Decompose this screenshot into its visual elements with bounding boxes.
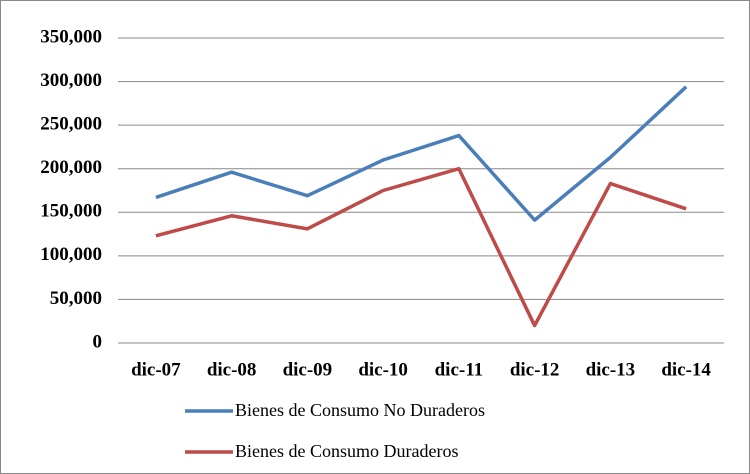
x-tick-label: dic-12: [510, 359, 560, 380]
y-tick-label: 300,000: [40, 70, 102, 91]
y-tick-label: 150,000: [40, 201, 102, 222]
legend-label: Bienes de Consumo Duraderos: [235, 441, 458, 461]
x-tick-label: dic-09: [283, 359, 333, 380]
legend-label: Bienes de Consumo No Duraderos: [235, 400, 485, 420]
y-tick-label: 0: [93, 331, 103, 352]
x-tick-label: dic-08: [207, 359, 257, 380]
y-tick-label: 200,000: [40, 157, 102, 178]
y-tick-label: 250,000: [40, 114, 102, 135]
series-line: [155, 166, 687, 328]
y-tick-label: 50,000: [50, 288, 102, 309]
x-tick-label: dic-13: [586, 359, 636, 380]
x-tick-label: dic-14: [661, 359, 711, 380]
x-tick-label: dic-07: [131, 359, 181, 380]
y-tick-label: 350,000: [40, 26, 102, 47]
series-line: [155, 85, 688, 222]
y-tick-label: 100,000: [40, 244, 102, 265]
x-tick-label: dic-11: [435, 359, 484, 380]
x-tick-label: dic-10: [358, 359, 408, 380]
